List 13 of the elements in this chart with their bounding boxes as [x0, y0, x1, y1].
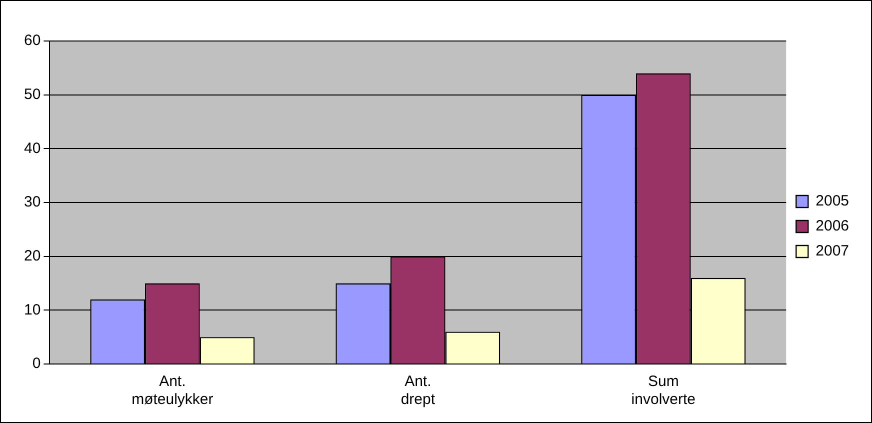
y-tick-label: 30	[24, 194, 41, 211]
legend-label: 2006	[816, 218, 850, 235]
x-tick-label: Sum involverte	[631, 373, 696, 408]
y-tick-label: 0	[32, 355, 41, 372]
y-tick-label: 10	[24, 301, 41, 318]
y-tick-label: 60	[24, 32, 41, 50]
legend-label: 2005	[816, 192, 850, 210]
x-tick-label: Ant. drept	[400, 373, 436, 408]
y-tick-label: 20	[24, 247, 41, 264]
y-tick-label: 40	[24, 140, 41, 157]
legend-label: 2007	[816, 242, 850, 260]
x-tick-label: Ant. møteulykker	[132, 373, 214, 408]
y-tick-label: 50	[24, 86, 41, 103]
